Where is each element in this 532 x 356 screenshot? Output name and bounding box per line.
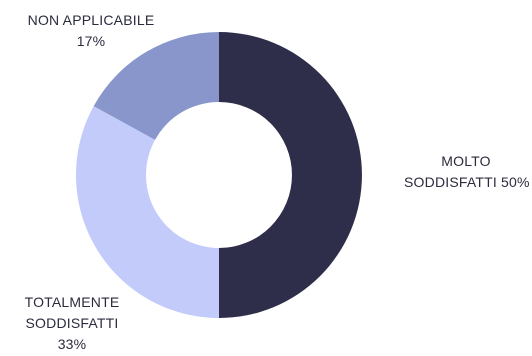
label-totalmente-soddisfatti: TOTALMENTE SODDISFATTI 33% xyxy=(6,292,138,355)
label-totalmente-value: 33% xyxy=(57,336,87,352)
label-non-applicabile-name: NON APPLICABILE xyxy=(27,12,155,28)
label-molto-line1: MOLTO xyxy=(441,153,491,169)
slice-molto-soddisfatti xyxy=(219,32,362,318)
donut-slices xyxy=(75,32,362,318)
label-non-applicabile: NON APPLICABILE 17% xyxy=(6,10,176,52)
label-totalmente-line2: SODDISFATTI xyxy=(25,315,119,331)
label-molto-line2: SODDISFATTI 50% xyxy=(404,174,530,190)
label-non-applicabile-value: 17% xyxy=(76,33,106,49)
slice-non-applicabile xyxy=(93,32,219,140)
label-totalmente-line1: TOTALMENTE xyxy=(24,294,120,310)
label-molto-soddisfatti: MOLTO SODDISFATTI 50% xyxy=(404,151,530,193)
slice-totalmente-soddisfatti xyxy=(75,106,219,318)
